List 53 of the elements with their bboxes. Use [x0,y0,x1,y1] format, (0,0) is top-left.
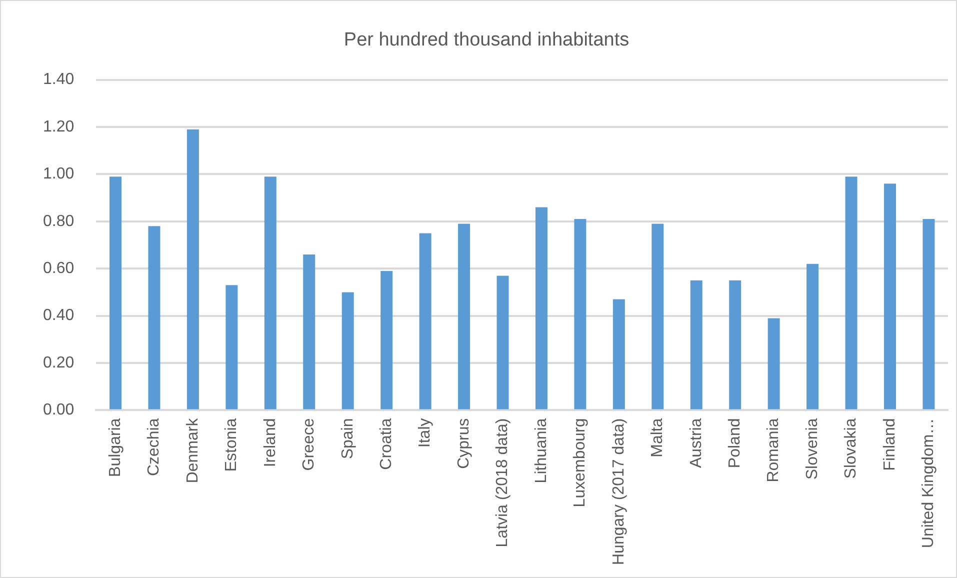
bar [110,176,122,410]
y-tick-label: 0.00 [43,402,74,419]
x-tick-label: Italy [416,418,434,448]
x-tick-label: Lithuania [532,418,550,484]
bar [303,254,316,410]
bar [845,176,858,410]
bar [380,270,393,410]
x-tick-label: Austria [688,418,705,468]
bar [729,280,742,410]
x-tick-label: Slovakia [842,418,860,479]
y-tick-label: 1.20 [43,118,74,136]
bar [226,285,238,410]
bar [342,292,354,410]
x-tick-label: Czechia [146,418,163,476]
x-tick-label: Denmark [184,417,202,484]
x-tick-label: Estonia [223,418,240,472]
y-tick-label: 1.00 [43,166,74,183]
y-tick-label: 0.40 [43,307,74,324]
bar [186,129,199,410]
bar [768,318,780,410]
bar [652,224,664,410]
chart-title: Per hundred thousand inhabitants [344,30,630,51]
bar [690,280,702,410]
x-tick-label: Spain [339,418,356,460]
x-tick-label: Bulgaria [106,418,124,477]
y-tick-label: 0.20 [43,354,74,372]
x-tick-label: Cyprus [455,418,472,469]
y-tick-label: 1.40 [43,71,74,88]
x-tick-label: Ireland [262,418,279,468]
bar [419,233,432,410]
bar [574,219,586,410]
y-tick-label: 0.60 [43,260,74,278]
x-tick-label: Luxembourg [572,418,589,508]
x-tick-label: United Kingdom… [920,418,938,548]
x-tick-label: Finland [881,418,898,471]
bar [612,299,625,410]
x-tick-label: Croatia [378,418,395,470]
x-tick-label: Hungary (2017 data) [610,418,628,566]
bar [148,226,160,410]
x-tick-label: Latvia (2018 data) [494,418,512,548]
x-tick-label: Malta [649,418,666,458]
bar [922,219,935,410]
bar [264,176,276,410]
y-tick-label: 0.80 [43,212,74,230]
bar [806,264,819,410]
bar [496,276,509,410]
bar [535,207,548,410]
x-tick-label: Romania [765,418,782,482]
x-tick-label: Poland [726,418,744,468]
x-tick-label: Greece [300,418,318,471]
bar [884,184,896,410]
x-tick-label: Slovenia [804,418,821,480]
bar [458,224,470,410]
